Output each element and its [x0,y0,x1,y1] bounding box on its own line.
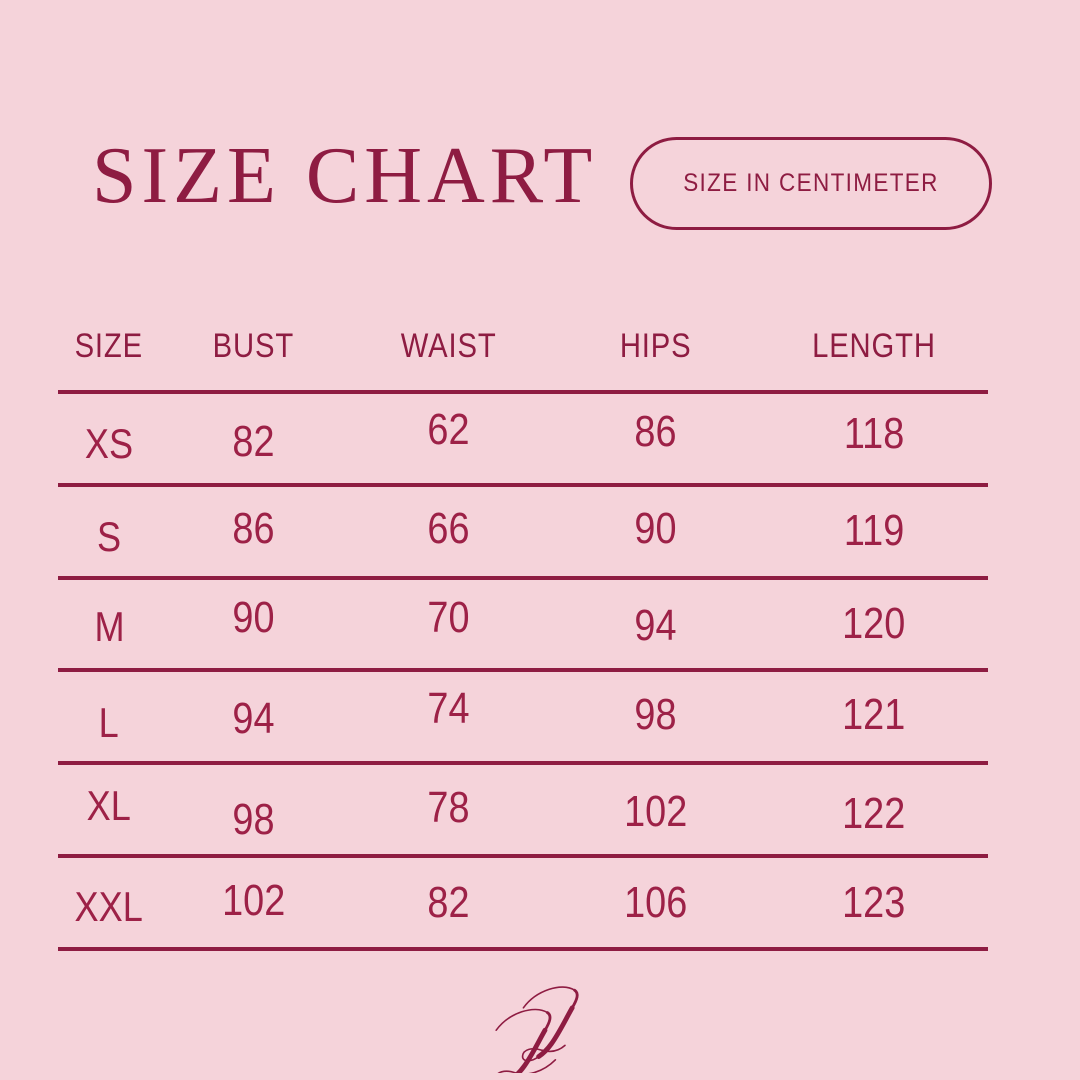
column-header-label: SIZE [74,326,144,365]
table-row-xs: XS 82 62 86 118 [58,390,988,483]
table-header-row: SIZE BUST WAIST HIPS LENGTH [58,302,988,390]
measurement-cell: 90 [551,487,760,576]
page-title: SIZE CHART [92,132,598,220]
measurement-value: 94 [634,601,677,651]
size-label-cell: XXL [58,858,160,947]
size-label-cell: XL [58,765,160,854]
measurement-value: 120 [842,599,906,649]
measurement-cell: 98 [160,765,346,854]
measurement-value: 118 [843,409,905,459]
measurement-value: 121 [842,689,906,739]
table-row-m: M 90 70 94 120 [58,575,988,669]
measurement-cell: 102 [551,765,760,854]
measurement-value: 74 [427,683,470,733]
size-table: SIZE BUST WAIST HIPS LENGTH XS 82 62 86 118 S 86 66… [58,302,988,951]
measurement-cell: 123 [760,858,988,947]
measurement-cell: 102 [160,858,346,947]
measurement-value: 62 [427,405,470,455]
measurement-value: 123 [842,877,906,927]
measurement-value: 102 [221,875,285,925]
measurement-cell: 94 [160,672,346,761]
measurement-value: 98 [634,689,677,739]
column-header-bust: BUST [160,302,346,390]
measurement-cell: 119 [760,487,988,576]
measurement-value: 82 [232,417,275,467]
column-header-size: SIZE [58,302,160,390]
measurement-value: 119 [843,506,905,556]
table-row-xxl: XXL 102 82 106 123 [58,854,988,947]
measurement-cell: 86 [160,487,346,576]
table-row-l: L 94 74 98 121 [58,668,988,761]
size-label-cell: S [58,487,160,576]
measurement-value: 78 [427,782,470,832]
measurement-value: 102 [623,786,688,836]
measurement-cell: 86 [551,394,760,483]
brand-monogram-icon [495,986,579,1073]
measurement-value: 122 [842,788,906,838]
column-header-label: WAIST [400,326,497,365]
size-label: XL [87,781,132,829]
measurement-cell: 82 [346,858,551,947]
measurement-cell: 74 [346,672,551,761]
size-label: XXL [75,882,144,930]
measurement-value: 98 [232,794,275,844]
column-header-label: BUST [212,326,295,365]
measurement-value: 90 [634,504,677,554]
measurement-cell: 94 [551,580,760,669]
table-row-s: S 86 66 90 119 [58,482,988,576]
measurement-value: 94 [232,693,275,743]
column-header-length: LENGTH [760,302,988,390]
column-header-label: LENGTH [812,326,936,365]
measurement-cell: 70 [346,580,551,669]
measurement-cell: 122 [760,765,988,854]
size-label-cell: XS [58,394,160,483]
measurement-cell: 106 [551,858,760,947]
measurement-cell: 82 [160,394,346,483]
measurement-value: 86 [232,504,275,554]
measurement-cell: 121 [760,672,988,761]
unit-badge: SIZE IN CENTIMETER [630,137,992,230]
size-label: S [97,513,122,561]
measurement-value: 86 [634,407,677,457]
measurement-value: 90 [232,593,275,643]
size-label: XS [85,420,134,468]
measurement-value: 70 [427,593,470,643]
unit-badge-label: SIZE IN CENTIMETER [683,169,939,197]
size-label: L [99,698,120,746]
size-label-cell: L [58,672,160,761]
size-label-cell: M [58,580,160,669]
measurement-value: 82 [427,877,470,927]
column-header-label: HIPS [619,326,692,365]
measurement-cell: 90 [160,580,346,669]
table-rows: XS 82 62 86 118 S 86 66 90 119 M 90 70 94 120 L 94 74 98 12… [58,390,988,951]
measurement-cell: 98 [551,672,760,761]
table-row-xl: XL 98 78 102 122 [58,761,988,854]
measurement-cell: 78 [346,765,551,854]
measurement-cell: 66 [346,487,551,576]
size-label: M [94,603,125,651]
measurement-cell: 62 [346,394,551,483]
measurement-cell: 120 [760,580,988,669]
measurement-cell: 118 [760,394,988,483]
measurement-value: 66 [427,504,470,554]
column-header-hips: HIPS [551,302,760,390]
column-header-waist: WAIST [346,302,551,390]
measurement-value: 106 [623,877,688,927]
